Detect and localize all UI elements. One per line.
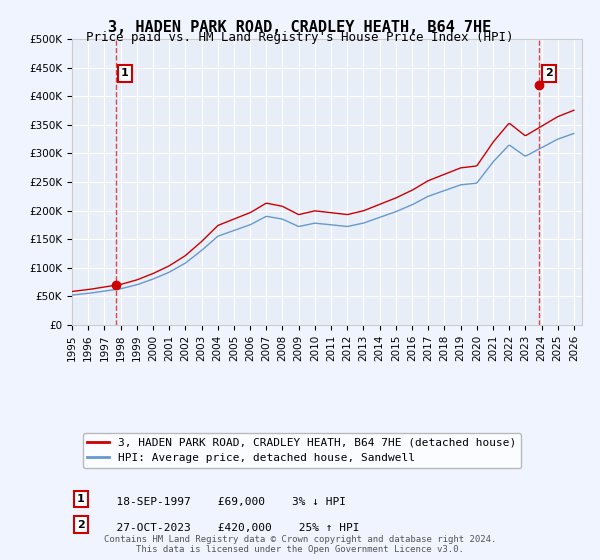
Text: Price paid vs. HM Land Registry's House Price Index (HPI): Price paid vs. HM Land Registry's House …: [86, 31, 514, 44]
Text: 1: 1: [77, 494, 85, 504]
Text: 18-SEP-1997    £69,000    3% ↓ HPI: 18-SEP-1997 £69,000 3% ↓ HPI: [103, 497, 346, 507]
Text: 1: 1: [121, 68, 128, 78]
Text: 27-OCT-2023    £420,000    25% ↑ HPI: 27-OCT-2023 £420,000 25% ↑ HPI: [103, 522, 359, 533]
Text: Contains HM Land Registry data © Crown copyright and database right 2024.
This d: Contains HM Land Registry data © Crown c…: [104, 535, 496, 554]
Text: 2: 2: [77, 520, 85, 530]
Text: 3, HADEN PARK ROAD, CRADLEY HEATH, B64 7HE: 3, HADEN PARK ROAD, CRADLEY HEATH, B64 7…: [109, 20, 491, 35]
Text: 2: 2: [545, 68, 553, 78]
Legend: 3, HADEN PARK ROAD, CRADLEY HEATH, B64 7HE (detached house), HPI: Average price,: 3, HADEN PARK ROAD, CRADLEY HEATH, B64 7…: [83, 433, 521, 468]
